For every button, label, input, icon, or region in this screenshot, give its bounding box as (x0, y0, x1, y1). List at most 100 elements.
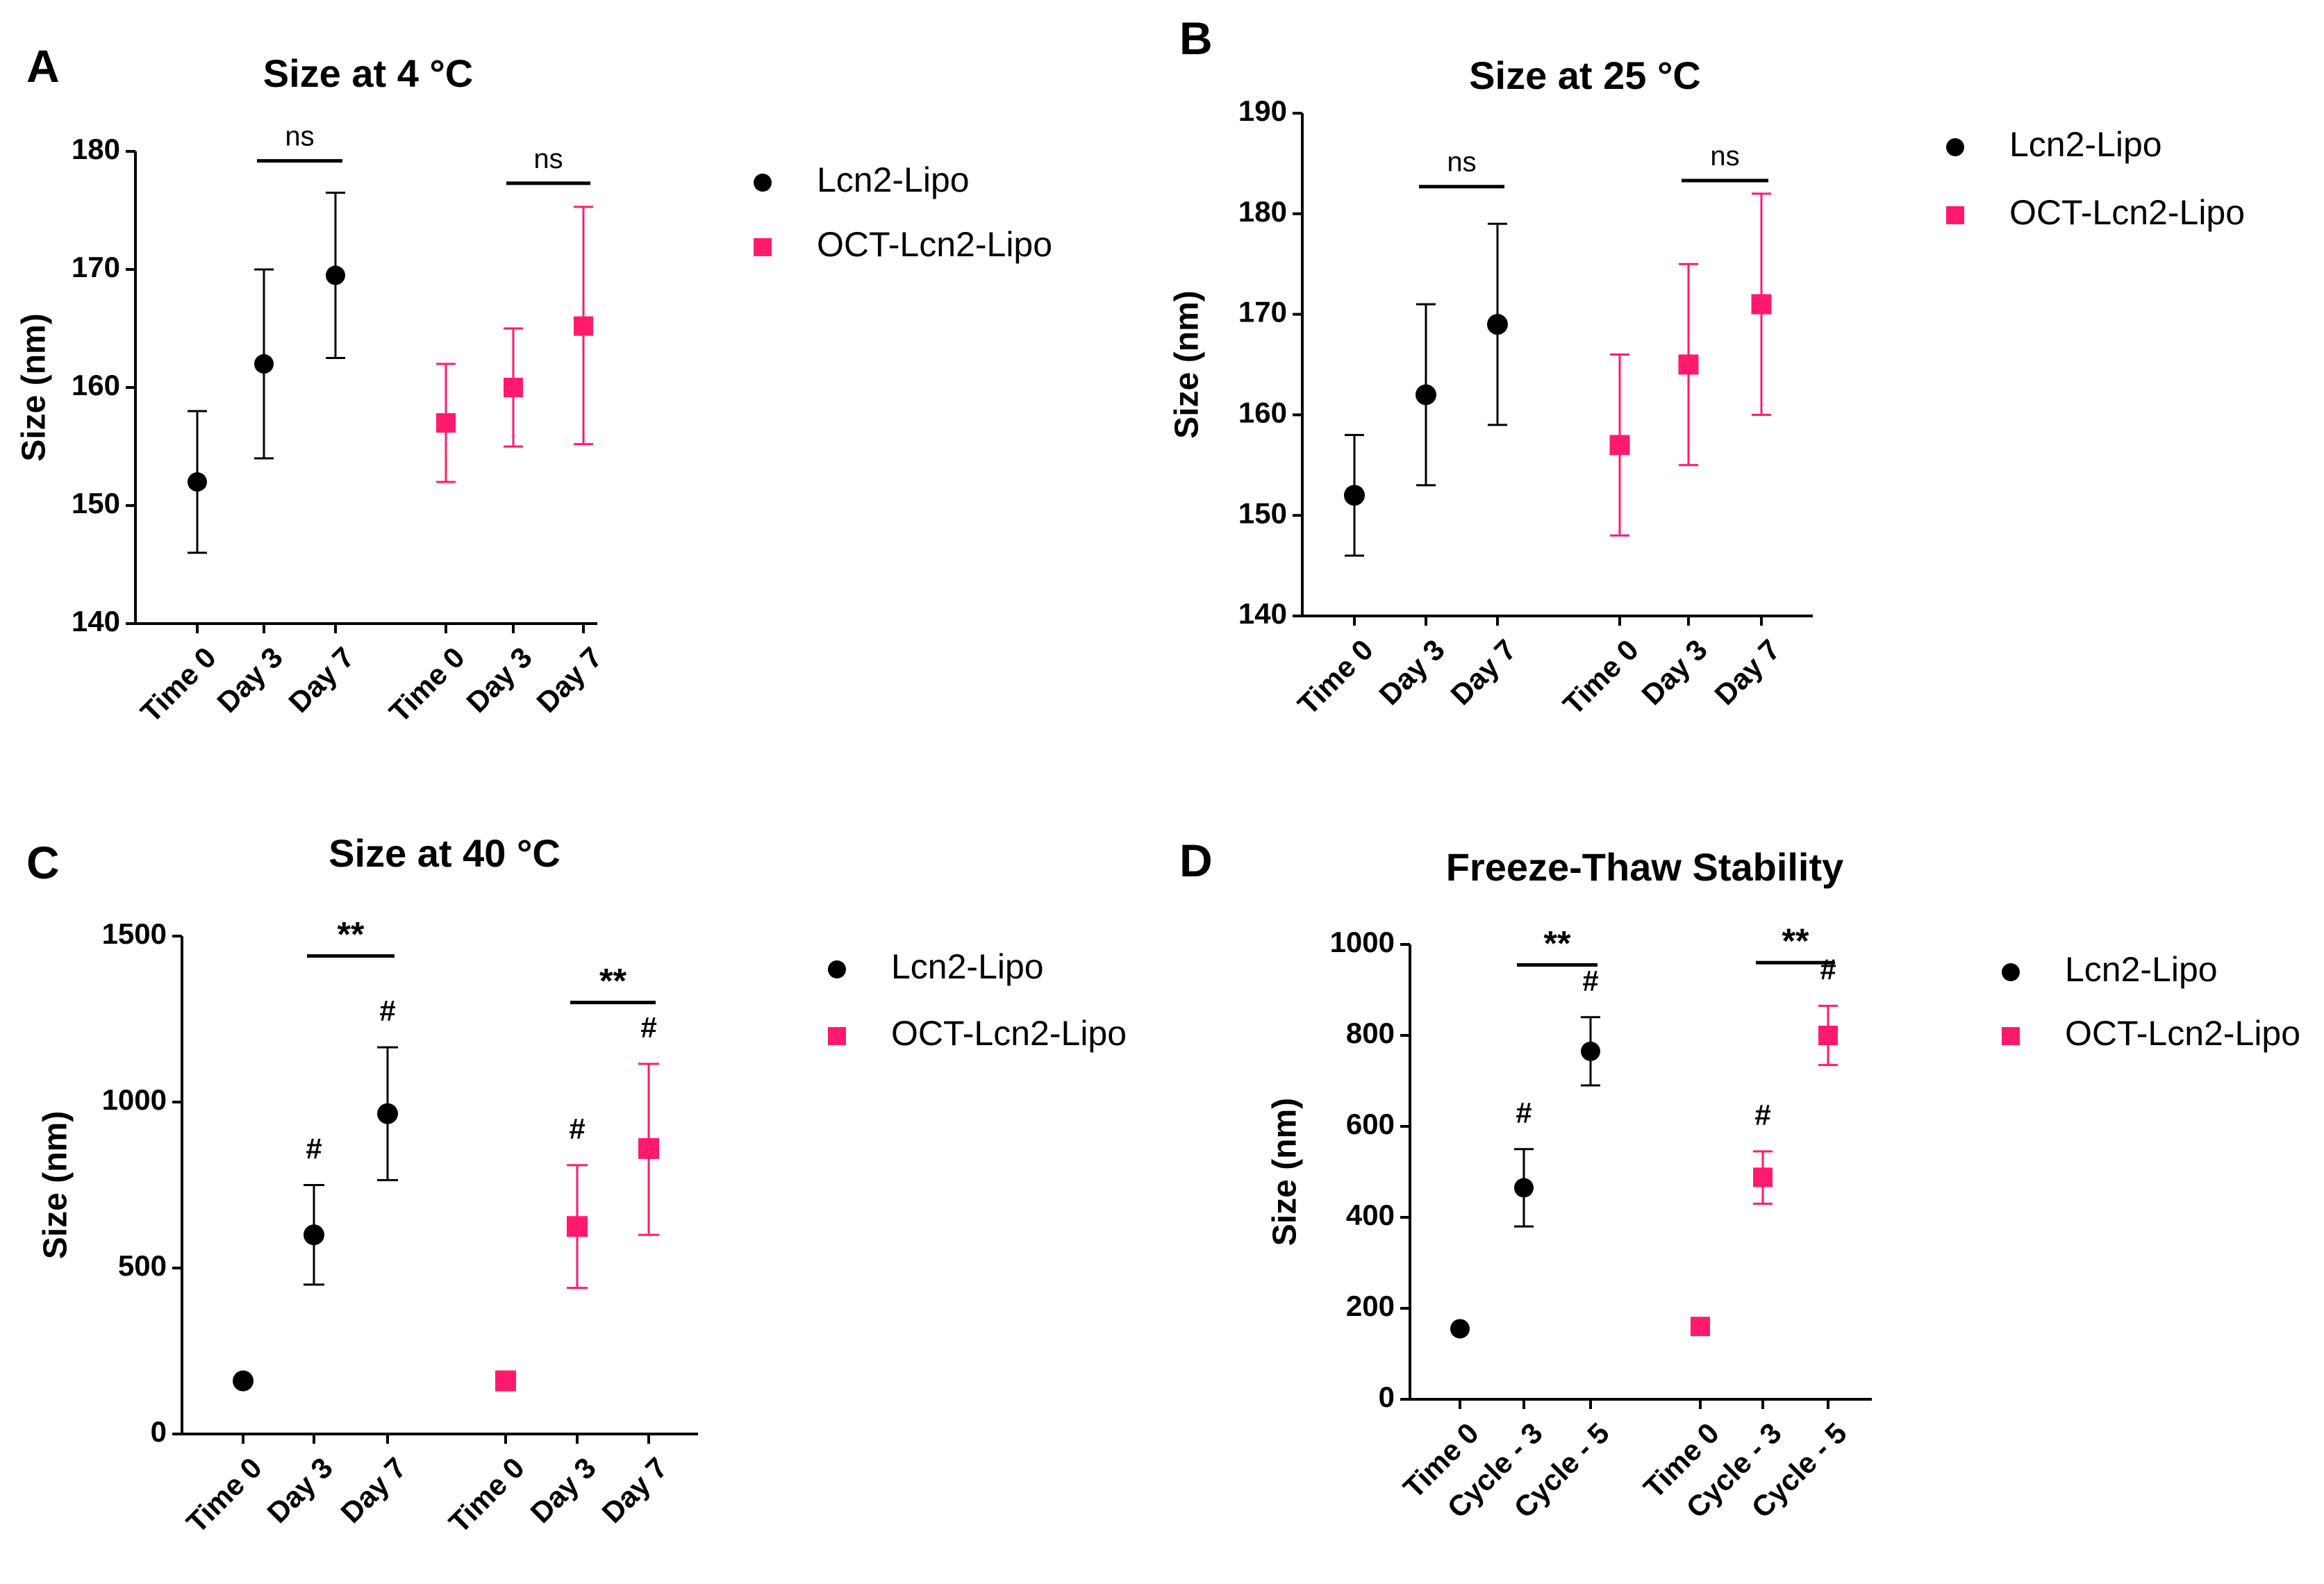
x-tick-label: Day 7 (1708, 633, 1786, 711)
legend-label: OCT-Lcn2-Lipo (817, 225, 1052, 264)
x-tick-label: Day 3 (1635, 633, 1713, 711)
y-tick-label: 140 (1238, 597, 1287, 630)
x-tick-label: Day 7 (282, 641, 360, 719)
y-tick-label: 1500 (102, 917, 167, 950)
legend-marker-oct-lcn2-lipo (828, 1027, 846, 1045)
data-point-oct-lcn2-lipo (1751, 294, 1772, 315)
legend-marker-lcn2-lipo (754, 174, 772, 192)
legend-label: OCT-Lcn2-Lipo (2065, 1014, 2300, 1053)
y-tick-label: 600 (1346, 1108, 1395, 1140)
x-tick-label: Time 0 (1291, 633, 1379, 722)
data-point-lcn2-lipo (304, 1224, 324, 1246)
legend-marker-lcn2-lipo (828, 960, 846, 978)
significance-label: ns (285, 122, 314, 152)
significance-hash: # (379, 994, 395, 1027)
y-tick-label: 150 (72, 487, 120, 519)
y-tick-label: 150 (1238, 497, 1287, 529)
data-point-lcn2-lipo (233, 1370, 254, 1392)
y-tick-label: 180 (1238, 195, 1287, 228)
legend-marker-oct-lcn2-lipo (754, 238, 772, 256)
chart-title: Size at 25 °C (1469, 53, 1701, 97)
panel-letter: C (26, 837, 60, 888)
data-point-lcn2-lipo (377, 1103, 398, 1124)
data-point-lcn2-lipo (1344, 485, 1365, 506)
y-tick-label: 190 (1238, 94, 1287, 127)
y-tick-label: 1000 (1330, 926, 1395, 958)
significance-hash: # (1820, 953, 1836, 985)
chart-title: Size at 4 °C (263, 51, 474, 95)
legend-label: Lcn2-Lipo (2009, 125, 2162, 164)
y-axis-label: Size (nm) (1169, 290, 1206, 438)
legend-label: Lcn2-Lipo (2065, 950, 2218, 989)
legend-label: Lcn2-Lipo (891, 947, 1044, 986)
y-tick-label: 140 (72, 605, 120, 637)
significance-hash: # (1754, 1099, 1770, 1131)
data-point-oct-lcn2-lipo (436, 413, 456, 433)
legend-label: Lcn2-Lipo (817, 160, 970, 199)
panel-letter: B (1179, 12, 1213, 64)
data-point-oct-lcn2-lipo (638, 1137, 659, 1159)
x-tick-label: Time 0 (134, 641, 222, 729)
y-tick-label: 160 (1238, 396, 1287, 428)
y-tick-label: 500 (118, 1249, 167, 1282)
x-tick-label: Day 3 (1372, 633, 1450, 711)
x-tick-label: Time 0 (1557, 633, 1645, 722)
y-tick-label: 0 (151, 1415, 167, 1448)
data-point-lcn2-lipo (1514, 1178, 1534, 1198)
y-tick-label: 160 (72, 369, 120, 401)
y-axis-label: Size (nm) (38, 1111, 74, 1259)
data-point-lcn2-lipo (188, 472, 207, 492)
significance-hash: # (569, 1112, 585, 1145)
y-tick-label: 200 (1346, 1290, 1395, 1322)
data-point-oct-lcn2-lipo (495, 1370, 516, 1392)
x-tick-label: Time 0 (383, 641, 471, 729)
data-point-lcn2-lipo (254, 354, 274, 374)
y-axis-label: Size (nm) (1267, 1098, 1304, 1246)
legend-marker-oct-lcn2-lipo (1946, 206, 1964, 224)
chart-title: Freeze-Thaw Stability (1446, 845, 1844, 889)
significance-label: ** (338, 915, 365, 954)
significance-label: ** (1782, 922, 1809, 960)
data-point-lcn2-lipo (1487, 314, 1508, 335)
x-tick-label: Time 0 (180, 1451, 268, 1540)
legend-marker-oct-lcn2-lipo (2002, 1027, 2020, 1045)
data-point-oct-lcn2-lipo (567, 1216, 588, 1237)
data-point-oct-lcn2-lipo (574, 316, 593, 336)
x-tick-label: Day 3 (210, 641, 288, 719)
legend-label: OCT-Lcn2-Lipo (2009, 193, 2245, 232)
data-point-lcn2-lipo (1416, 384, 1436, 406)
data-point-oct-lcn2-lipo (1678, 354, 1699, 375)
data-point-oct-lcn2-lipo (1753, 1167, 1773, 1187)
y-tick-label: 170 (1238, 296, 1287, 328)
significance-label: ** (599, 962, 626, 1001)
chart-title: Size at 40 °C (329, 831, 561, 875)
significance-hash: # (640, 1011, 656, 1044)
significance-hash: # (1582, 965, 1598, 997)
data-point-oct-lcn2-lipo (1609, 435, 1630, 456)
data-point-oct-lcn2-lipo (504, 378, 523, 397)
legend-marker-lcn2-lipo (1946, 138, 1964, 156)
y-tick-label: 800 (1346, 1017, 1395, 1049)
y-tick-label: 1000 (102, 1083, 167, 1116)
x-tick-label: Day 3 (260, 1451, 338, 1529)
chart-panel-d: D Freeze-Thaw Stability Size (nm) 0 200 400 60… (1179, 835, 2300, 1524)
legend-label: OCT-Lcn2-Lipo (891, 1014, 1127, 1053)
data-point-oct-lcn2-lipo (1691, 1317, 1710, 1337)
data-point-lcn2-lipo (1581, 1041, 1600, 1061)
panel-letter: D (1179, 835, 1213, 886)
x-tick-label: Day 7 (595, 1451, 673, 1529)
data-point-lcn2-lipo (326, 265, 345, 285)
significance-hash: # (306, 1133, 322, 1165)
significance-label: ns (1447, 147, 1476, 178)
significance-label: ** (1544, 924, 1571, 962)
y-tick-label: 0 (1379, 1381, 1395, 1413)
x-tick-label: Day 3 (524, 1451, 601, 1529)
legend-marker-lcn2-lipo (2002, 963, 2020, 981)
panel-letter: A (26, 40, 60, 92)
x-tick-label: Time 0 (442, 1451, 531, 1540)
chart-panel-b: B Size at 25 °C Size (nm) 140 150 160 170 180 19… (1169, 12, 2245, 721)
y-tick-label: 400 (1346, 1199, 1395, 1231)
significance-label: ns (533, 144, 563, 174)
significance-hash: # (1516, 1097, 1532, 1129)
